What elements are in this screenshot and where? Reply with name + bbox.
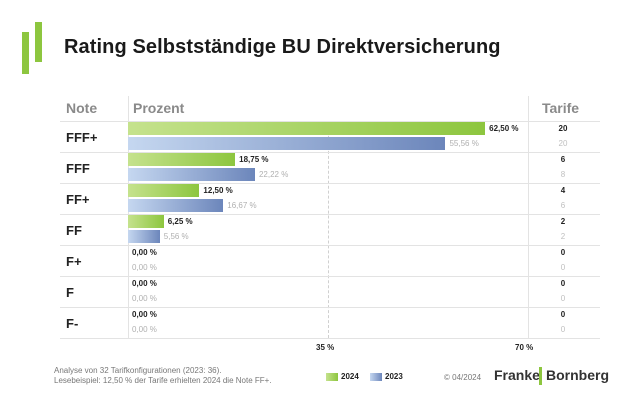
bar-2024 <box>128 215 164 228</box>
value-label-2024: 18,75 % <box>239 155 269 164</box>
bar-2023 <box>128 137 446 150</box>
logo-mark <box>22 22 46 74</box>
tarife-2024: 0 <box>560 279 566 288</box>
note-label: FF <box>66 223 82 238</box>
tarife-2023: 0 <box>560 325 566 334</box>
grid-hline <box>60 214 600 215</box>
tarife-2023: 0 <box>560 263 566 272</box>
value-label-2024: 62,50 % <box>489 124 519 133</box>
grid-dash-midline <box>328 121 329 338</box>
tarife-2024: 20 <box>558 124 568 133</box>
value-label-2023: 0,00 % <box>132 294 157 303</box>
tarife-2024: 2 <box>560 217 566 226</box>
brand-name-left: Franke <box>494 367 540 383</box>
bar-2023 <box>128 199 224 212</box>
grid-hline <box>60 152 600 153</box>
bar-2023 <box>128 168 255 181</box>
note-label: F- <box>66 316 79 331</box>
legend-swatch-2024 <box>326 373 338 381</box>
value-label-2024: 12,50 % <box>203 186 233 195</box>
header-prozent: Prozent <box>133 100 185 116</box>
grid-hline <box>60 245 600 246</box>
legend-label-2023: 2023 <box>385 372 403 381</box>
value-label-2024: 0,00 % <box>132 279 157 288</box>
value-label-2023: 0,00 % <box>132 263 157 272</box>
chart-title: Rating Selbstständige BU Direktversicher… <box>64 36 501 58</box>
value-label-2023: 5,56 % <box>163 232 189 241</box>
legend-label-2024: 2024 <box>341 372 359 381</box>
copyright: © 04/2024 <box>444 373 482 382</box>
note-label: FF+ <box>66 192 90 207</box>
value-label-2023: 22,22 % <box>258 170 289 179</box>
footnote-line2: Lesebeispiel: 12,50 % der Tarife erhielt… <box>54 376 272 385</box>
value-label-2023: 0,00 % <box>132 325 157 334</box>
grid-hline <box>60 276 600 277</box>
bar-2024 <box>128 153 236 166</box>
value-label-2024: 6,25 % <box>167 217 193 226</box>
grid-hline <box>60 183 600 184</box>
tarife-2023: 0 <box>560 294 566 303</box>
bar-2024 <box>128 184 200 197</box>
header-tarife: Tarife <box>542 100 580 116</box>
brand-divider <box>539 367 542 385</box>
value-label-2023: 55,56 % <box>449 139 479 148</box>
bar-2023 <box>128 230 160 243</box>
footnote-line1: Analyse von 32 Tarifkonfigurationen (202… <box>54 366 222 375</box>
grid-hline <box>60 307 600 308</box>
logo-bar-left <box>22 32 29 74</box>
tarife-2023: 2 <box>560 232 566 241</box>
tarife-2023: 20 <box>558 139 568 148</box>
grid-hline <box>60 121 600 122</box>
grid-hline <box>60 338 600 339</box>
grid-vline-right <box>528 96 529 338</box>
header-note: Note <box>66 100 98 116</box>
logo-bar-right <box>35 22 42 62</box>
value-label-2024: 0,00 % <box>132 248 157 257</box>
x-tick-70: 70 % <box>515 343 534 352</box>
tarife-2024: 0 <box>560 248 566 257</box>
tarife-2024: 4 <box>560 186 566 195</box>
x-tick-35: 35 % <box>316 343 335 352</box>
brand-name-right: Bornberg <box>546 367 609 383</box>
bar-2024 <box>128 122 486 135</box>
value-label-2024: 0,00 % <box>132 310 157 319</box>
tarife-2024: 6 <box>560 155 566 164</box>
note-label: F+ <box>66 254 82 269</box>
tarife-2023: 8 <box>560 170 566 179</box>
note-label: F <box>66 285 74 300</box>
note-label: FFF <box>66 161 90 176</box>
value-label-2023: 16,67 % <box>227 201 257 210</box>
note-label: FFF+ <box>66 130 98 145</box>
tarife-2024: 0 <box>560 310 566 319</box>
tarife-2023: 6 <box>560 201 566 210</box>
legend-swatch-2023 <box>370 373 382 381</box>
